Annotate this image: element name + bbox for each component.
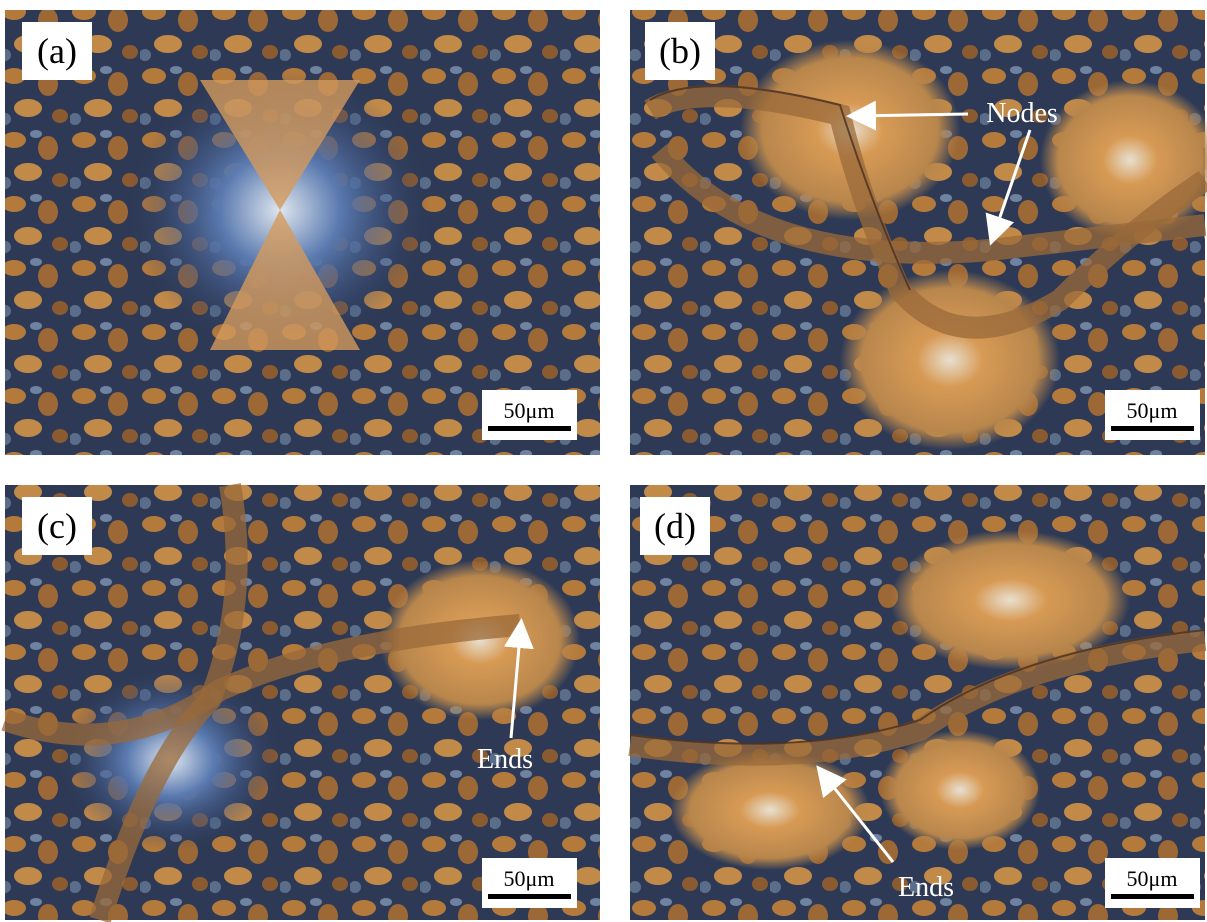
panel-label: (b) (659, 31, 701, 71)
annotation: Nodes (986, 98, 1058, 129)
figure: (a) 50μm (b) 50μm Nodes (c) 50μm Ends (0, 0, 1207, 922)
panel: (b) 50μm Nodes (630, 10, 1207, 455)
panel: (a) 50μm (5, 10, 600, 455)
panel: (d) 50μm Ends (630, 485, 1205, 920)
annotation: Ends (898, 872, 954, 903)
spherulite (880, 730, 1040, 850)
panel-label: (d) (654, 506, 696, 546)
panel-label: (a) (37, 31, 77, 71)
scale-text: 50μm (1127, 398, 1178, 423)
scale-bar (488, 426, 571, 431)
scale-bar (1111, 426, 1194, 431)
scale-bar (1111, 894, 1194, 899)
scale-text: 50μm (504, 398, 555, 423)
panel-label: (c) (37, 506, 77, 546)
spherulite (670, 750, 870, 870)
scale-text: 50μm (1127, 866, 1178, 891)
panel: (c) 50μm Ends (5, 485, 600, 920)
scale-text: 50μm (504, 866, 555, 891)
annotation: Ends (477, 744, 533, 775)
scale-bar (488, 894, 571, 899)
spherulite (840, 270, 1060, 450)
arrow (852, 114, 968, 116)
